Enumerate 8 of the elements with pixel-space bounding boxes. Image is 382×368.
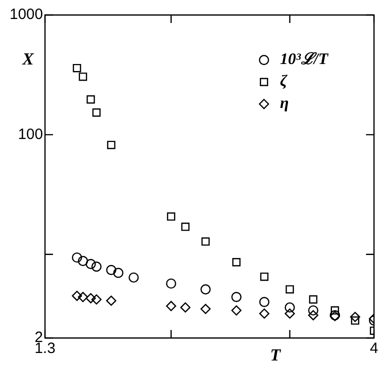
x-tick-label: 4 bbox=[370, 340, 378, 358]
y-axis-title: X bbox=[21, 49, 34, 68]
x-axis-title: T bbox=[270, 345, 282, 364]
y-tick-label: 100 bbox=[18, 126, 43, 143]
legend-label: η bbox=[280, 95, 289, 112]
legend-label: 10³ℒ/T bbox=[280, 51, 330, 68]
legend-label: ζ bbox=[280, 73, 288, 90]
y-tick-label: 1000 bbox=[10, 6, 43, 24]
